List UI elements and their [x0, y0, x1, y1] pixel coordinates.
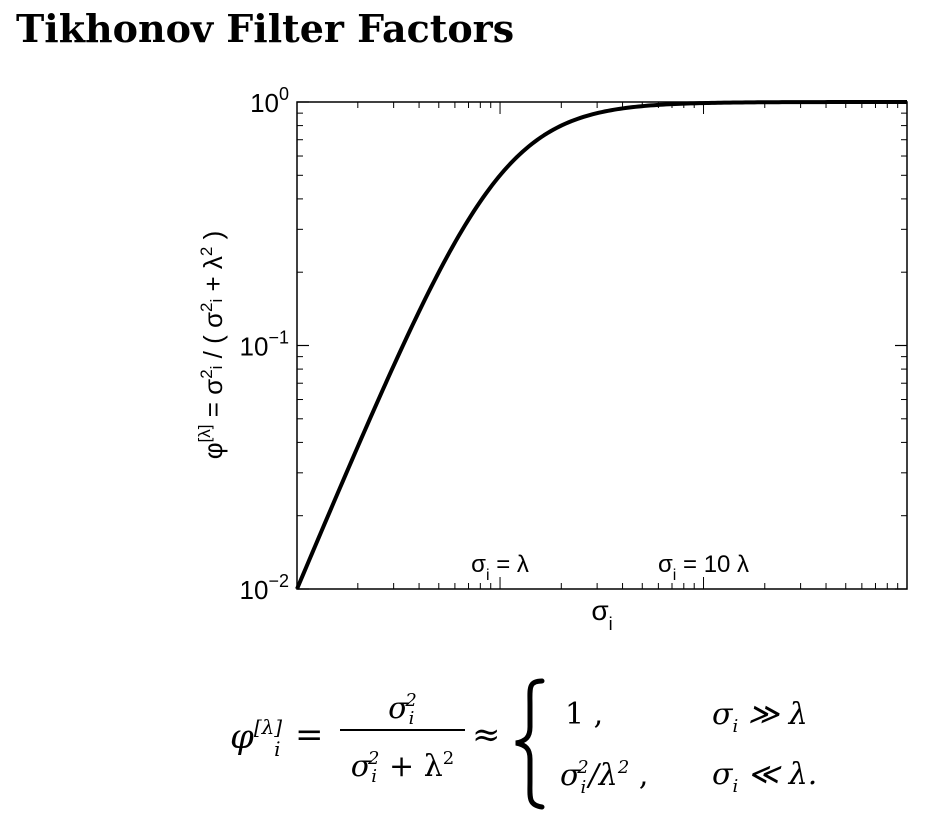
filter-factor-formula: φ[λ]i = σi2 σi2 + λ2 ≈ 1 , σi ≫ λ σi2/λ2… [0, 665, 950, 815]
case1-condition: σi ≫ λ [712, 697, 808, 737]
y-tick-label: 10−2 [240, 571, 289, 605]
y-tick-label: 100 [250, 84, 289, 118]
cases-brace [515, 678, 545, 810]
x-axis-label: σi [591, 595, 612, 634]
formula-denominator: σi2 + λ2 [350, 748, 455, 787]
filter-factor-chart: 100 10−1 10−2 σi = λ σi = 10 λ σi φ[λ] = σ2i /… [195, 84, 908, 634]
formula-equals: = [295, 715, 324, 755]
annotation-1: σi = λ [471, 551, 529, 584]
case2-condition: σi ≪ λ. [712, 757, 818, 797]
y-tick-label: 10−1 [240, 328, 289, 362]
formula-approx: ≈ [472, 715, 501, 755]
formula-lhs: φ[λ]i [230, 715, 283, 761]
y-axis-label: φ[λ] = σ2i / ( σ2i + λ2 ) [195, 231, 228, 460]
formula-fraction: σi2 σi2 + λ2 [340, 675, 465, 787]
filter-factor-curve [295, 100, 907, 590]
fraction-bar [340, 729, 465, 731]
case1-value: 1 , [565, 697, 604, 732]
plot-frame [296, 101, 908, 590]
slide-title: Tikhonov Filter Factors [16, 6, 515, 51]
case2-value: σi2/λ2 , [560, 757, 649, 798]
annotation-2: σi = 10 λ [658, 551, 749, 584]
formula-numerator: σi2 [388, 690, 417, 729]
